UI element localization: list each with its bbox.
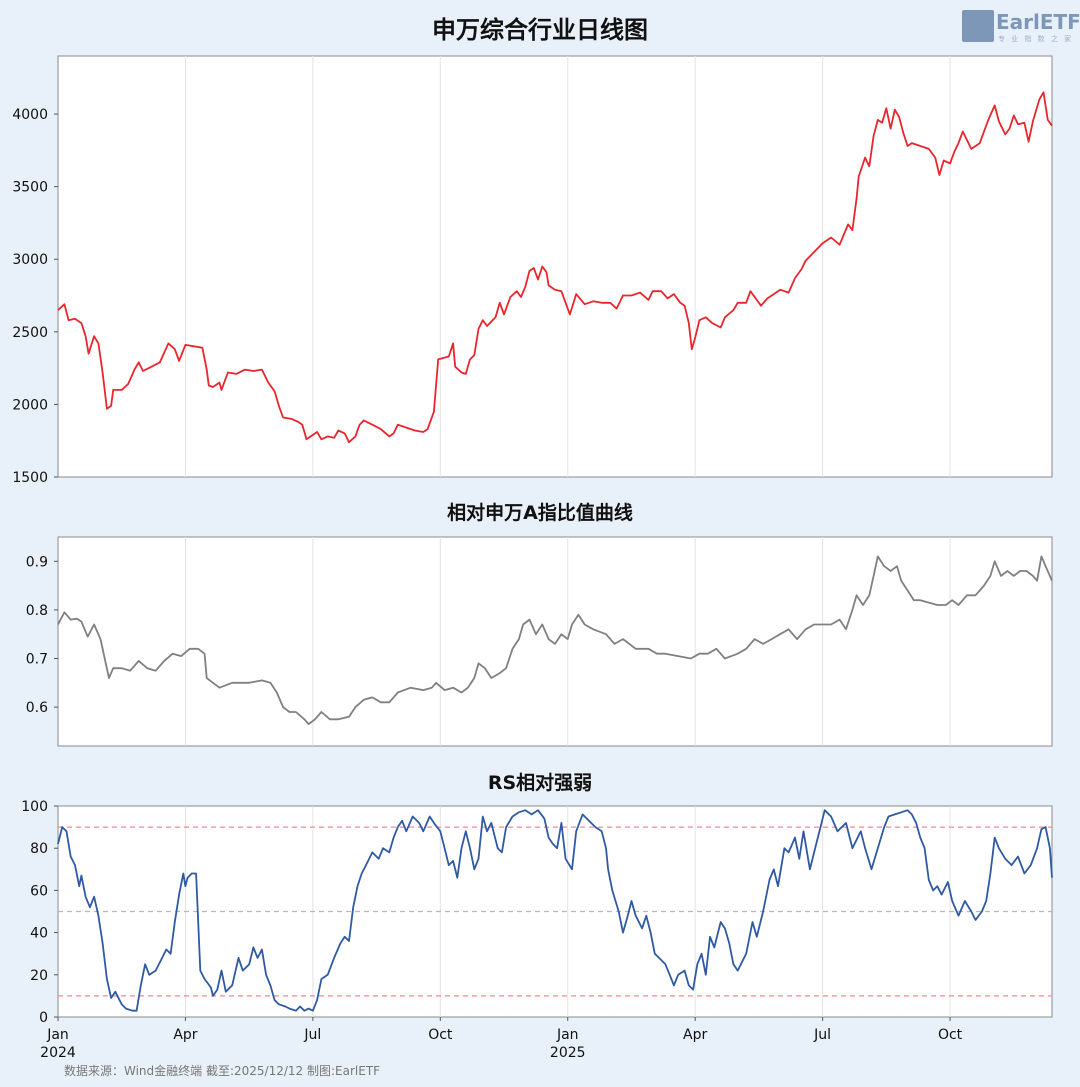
xtick-year-label: 2025 bbox=[550, 1045, 586, 1061]
price-ytick-label: 3000 bbox=[12, 252, 48, 268]
xtick-year-label: 2024 bbox=[40, 1045, 76, 1061]
xtick-label: Jul bbox=[303, 1027, 321, 1043]
rs-ytick-label: 80 bbox=[30, 841, 48, 857]
source-note: 数据来源：Wind金融终端 截至:2025/12/12 制图:EarlETF bbox=[64, 1064, 381, 1078]
xtick-label: Jan bbox=[46, 1027, 69, 1043]
price-ytick-label: 3500 bbox=[12, 180, 48, 196]
rs-ytick-label: 0 bbox=[39, 1010, 48, 1026]
rs-ytick-label: 60 bbox=[30, 883, 48, 899]
rs-ytick-label: 20 bbox=[30, 968, 48, 984]
ratio-series-line bbox=[57, 555, 1053, 725]
main-chart-title: 申万综合行业日线图 bbox=[432, 16, 648, 44]
xtick-label: Jan bbox=[556, 1027, 579, 1043]
price-series-line bbox=[57, 91, 1053, 444]
ratio-plot-area bbox=[57, 536, 1053, 747]
xtick-label: Apr bbox=[683, 1027, 707, 1043]
logo-icon bbox=[962, 10, 994, 42]
xtick-label: Jul bbox=[813, 1027, 831, 1043]
rs-ytick-label: 40 bbox=[30, 926, 48, 942]
ratio-ytick-label: 0.9 bbox=[26, 554, 48, 570]
ratio-chart-title: 相对申万A指比值曲线 bbox=[447, 502, 633, 524]
price-plot-area bbox=[57, 55, 1053, 478]
ratio-ytick-label: 0.8 bbox=[26, 603, 48, 619]
price-ytick-label: 2500 bbox=[12, 325, 48, 341]
xtick-label: Apr bbox=[173, 1027, 197, 1043]
rs-series-line bbox=[57, 809, 1053, 1012]
logo-subtitle: 专 业 指 数 之 家 bbox=[998, 35, 1074, 43]
price-ytick-label: 4000 bbox=[12, 107, 48, 123]
rs-ytick-label: 100 bbox=[21, 799, 48, 815]
rs-chart-title: RS相对强弱 bbox=[487, 772, 593, 794]
xtick-label: Oct bbox=[938, 1027, 963, 1043]
ratio-ytick-label: 0.7 bbox=[26, 652, 48, 668]
price-ytick-label: 1500 bbox=[12, 470, 48, 486]
ratio-ytick-label: 0.6 bbox=[26, 700, 48, 716]
price-ytick-label: 2000 bbox=[12, 397, 48, 413]
logo-text: EarlETF bbox=[996, 10, 1080, 34]
xtick-label: Oct bbox=[428, 1027, 453, 1043]
brand-logo: EarlETF 专 业 指 数 之 家 bbox=[962, 10, 1080, 44]
